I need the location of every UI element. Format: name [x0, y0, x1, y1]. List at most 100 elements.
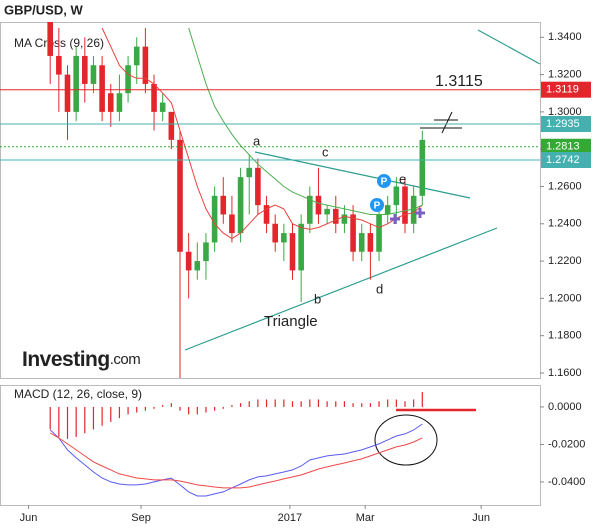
histogram-bar [361, 403, 363, 407]
histogram-bar [162, 405, 164, 407]
logo-suffix: .com [110, 351, 141, 368]
candle-body [393, 186, 400, 206]
candle-body [211, 195, 218, 243]
histogram-bar [110, 406, 112, 422]
histogram-bar [118, 406, 121, 419]
level-tag [541, 116, 591, 133]
candle-body [246, 167, 253, 178]
histogram-bar [49, 406, 51, 430]
histogram-bar [196, 406, 198, 415]
y-tick-label: -0.0400 [548, 476, 585, 488]
candle-body [289, 233, 296, 271]
y-tick-label: 1.3400 [548, 31, 582, 43]
histogram-bar [214, 406, 216, 411]
histogram-bar [265, 399, 268, 407]
macd-drawings [374, 408, 476, 466]
annotation: Triangle [264, 313, 318, 330]
annotation-line [441, 111, 453, 134]
histogram-bar [326, 401, 328, 407]
plot [47, 22, 426, 378]
series-line [188, 27, 423, 215]
candle-body [367, 233, 374, 252]
candle-body [229, 214, 235, 234]
candle-body [99, 65, 105, 112]
marker-label: P [381, 177, 388, 188]
series-line [101, 27, 423, 240]
histogram-bar [309, 399, 311, 407]
y-tick-label: 1.2600 [548, 180, 582, 192]
series-line [49, 423, 423, 497]
candle-body [107, 93, 114, 112]
series-line [49, 432, 423, 489]
macd-frame [0, 385, 541, 506]
histogram-bar [378, 401, 380, 407]
candle-body [281, 233, 287, 243]
histogram-bar [335, 401, 337, 407]
candle-body [125, 65, 131, 94]
marker-label: P [374, 201, 381, 212]
level-tag [541, 81, 591, 98]
candle-body [402, 186, 408, 224]
candle-body [82, 55, 88, 84]
candle-body [133, 46, 140, 66]
trend-line [184, 227, 498, 351]
histogram-bar [92, 406, 95, 430]
x-tick-label: Mar [356, 512, 375, 524]
level-label: 1.2935 [546, 118, 580, 130]
candle-body [350, 214, 356, 252]
histogram-bar [231, 405, 233, 407]
candle-body [116, 93, 123, 112]
histogram-bar [58, 406, 60, 437]
y-tick-label: 1.1800 [548, 330, 582, 342]
histogram-bar [153, 406, 155, 409]
candle-body [307, 195, 313, 224]
histogram-bar [413, 399, 415, 407]
y-tick-label: 0.0000 [548, 401, 582, 413]
histogram-bar [343, 401, 346, 407]
histogram-bar [352, 403, 354, 407]
annotation: a [253, 133, 261, 148]
candle-body [168, 111, 175, 140]
candle-body [263, 205, 270, 224]
annotation: b [314, 291, 321, 306]
histogram-bar [300, 401, 302, 407]
y-tick-label: 1.2400 [548, 218, 582, 230]
logo: Investing.com [22, 348, 140, 371]
y-tick-label: 1.2200 [548, 255, 582, 267]
price-frame [0, 22, 541, 379]
histogram-bar [248, 401, 250, 407]
histogram-bar [75, 406, 77, 437]
x-tick-label: Jun [472, 512, 490, 524]
candle-body [220, 195, 227, 215]
histogram-bar [239, 403, 242, 407]
candle-body [47, 22, 53, 56]
cross-marker [390, 214, 400, 224]
candle-body [159, 102, 166, 112]
marker [377, 174, 391, 188]
panel-label: MACD (12, 26, close, 9) [14, 387, 142, 401]
level-label: 1.3119 [546, 84, 579, 96]
histogram-bar [283, 399, 285, 407]
plot [49, 391, 423, 497]
marker [370, 198, 384, 212]
x-tick-label: 2017 [278, 512, 302, 524]
histogram-bar [317, 399, 320, 407]
candle-body [358, 233, 365, 252]
candle-body [64, 74, 71, 112]
histogram-bar [257, 399, 259, 407]
candle-body [194, 261, 201, 271]
chart-title: GBP/USD, W [4, 2, 83, 17]
histogram-bar [387, 399, 389, 407]
level-tag [541, 138, 591, 155]
histogram-bar [170, 403, 172, 407]
histogram-bar [421, 391, 423, 407]
candle-body [324, 208, 330, 215]
candle-body [203, 242, 209, 262]
candle-body [177, 139, 183, 252]
candle-body [341, 214, 348, 224]
annotation: 1.3115 [435, 73, 483, 90]
y-tick-label: -0.0200 [548, 438, 585, 450]
candle-body [376, 214, 382, 252]
candle-body [410, 195, 417, 224]
